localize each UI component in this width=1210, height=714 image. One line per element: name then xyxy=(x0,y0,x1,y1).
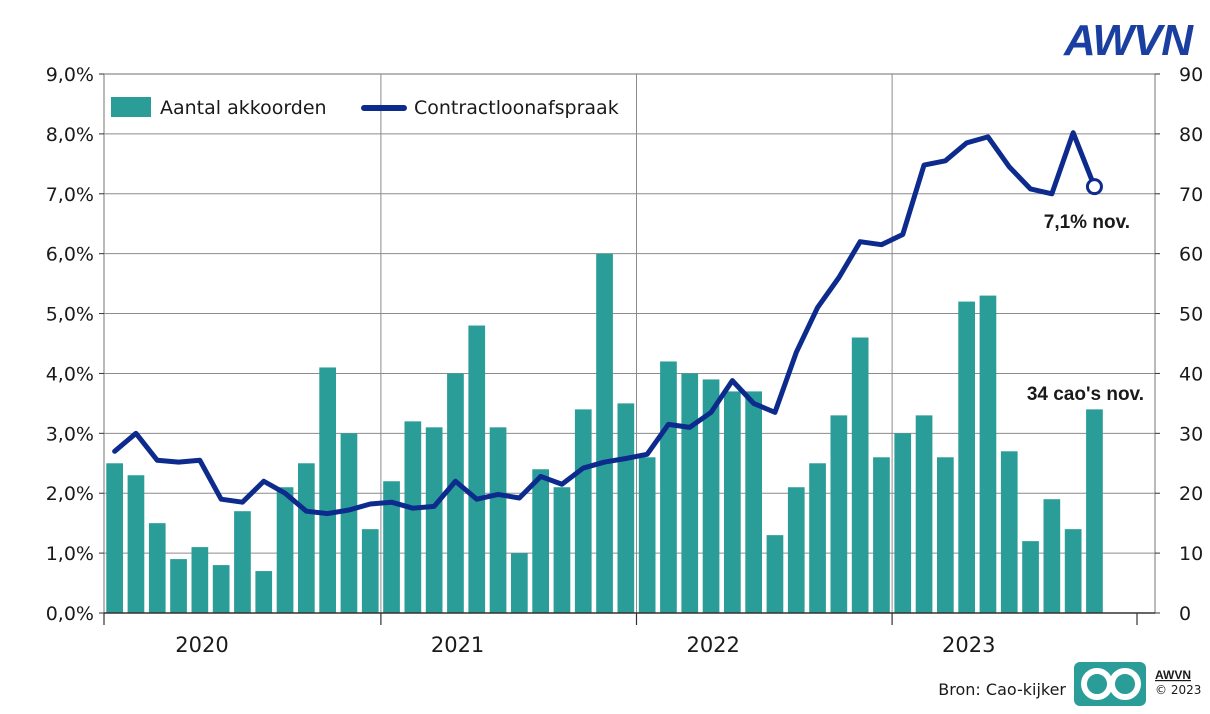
bar xyxy=(383,481,400,613)
bar xyxy=(532,469,549,613)
line-last-point xyxy=(1085,178,1103,196)
bar xyxy=(425,427,443,613)
left-tick-label: 9,0% xyxy=(46,64,94,86)
left-tick-label: 5,0% xyxy=(46,304,94,326)
cao-kijker-logo-icon xyxy=(1074,662,1146,706)
bar xyxy=(937,457,954,613)
bar xyxy=(596,253,613,613)
annotation-bars: 34 cao's nov. xyxy=(1027,384,1144,405)
bar xyxy=(361,529,379,613)
left-tick-label: 2,0% xyxy=(46,483,94,505)
bar xyxy=(1064,529,1082,613)
bar xyxy=(468,325,486,613)
bar xyxy=(1086,409,1103,613)
left-tick-label: 8,0% xyxy=(46,124,94,146)
year-label: 2023 xyxy=(942,633,995,657)
bar xyxy=(191,547,209,613)
bar xyxy=(745,391,762,613)
right-tick-label: 80 xyxy=(1179,124,1203,146)
left-tick-label: 6,0% xyxy=(46,244,94,266)
left-tick-label: 3,0% xyxy=(46,423,94,445)
bar xyxy=(511,553,528,613)
annotation-line: 7,1% nov. xyxy=(1044,212,1130,233)
bar xyxy=(276,487,294,613)
bar xyxy=(255,571,273,613)
bar xyxy=(212,565,230,613)
right-tick-label: 60 xyxy=(1179,244,1203,266)
bar xyxy=(660,361,677,613)
bar xyxy=(340,433,358,613)
bar xyxy=(958,301,975,613)
bar xyxy=(1000,451,1018,613)
awvn-logo: AWVN xyxy=(1063,16,1194,65)
legend-bar-swatch xyxy=(111,97,151,117)
bar xyxy=(702,379,720,613)
left-tick-label: 7,0% xyxy=(46,184,94,206)
bar xyxy=(830,415,848,613)
line-path xyxy=(112,130,1097,517)
bar xyxy=(851,337,869,613)
bar xyxy=(638,457,656,613)
legend-label-line: Contractloonafspraak xyxy=(414,97,619,119)
legend-label-bars: Aantal akkoorden xyxy=(160,97,327,119)
legend: Aantal akkoorden Contractloonafspraak xyxy=(111,97,619,119)
bar xyxy=(873,457,890,613)
bar xyxy=(724,391,741,613)
right-tick-label: 20 xyxy=(1179,483,1203,505)
bar xyxy=(766,535,784,613)
right-tick-label: 70 xyxy=(1179,184,1203,206)
left-tick-label: 4,0% xyxy=(46,363,94,385)
bar xyxy=(894,433,912,613)
awvn-small-logo: AWVN xyxy=(1155,668,1191,682)
bar xyxy=(106,463,123,613)
axes xyxy=(99,73,1160,625)
bar xyxy=(447,373,464,613)
bar xyxy=(915,415,933,613)
bar xyxy=(617,403,635,613)
right-tick-label: 90 xyxy=(1179,64,1203,86)
bar xyxy=(148,523,166,613)
bar xyxy=(298,463,315,613)
year-label: 2020 xyxy=(175,633,228,657)
line-series xyxy=(112,130,1103,517)
right-tick-label: 30 xyxy=(1179,423,1203,445)
bar xyxy=(787,487,805,613)
bar xyxy=(127,475,145,613)
bar xyxy=(574,409,592,613)
left-tick-label: 1,0% xyxy=(46,543,94,565)
bar xyxy=(809,463,826,613)
bar xyxy=(170,559,187,613)
tick-labels: 0,0% 1,0% 2,0% 3,0% 4,0% 5,0% 6,0% 7,0% 8,0% 9,0%… xyxy=(46,64,1203,657)
right-tick-label: 40 xyxy=(1179,363,1203,385)
year-label: 2021 xyxy=(431,633,484,657)
right-tick-label: 50 xyxy=(1179,304,1203,326)
bar xyxy=(979,295,997,613)
bar xyxy=(234,511,251,613)
bar xyxy=(553,487,571,613)
bar xyxy=(1043,499,1061,613)
year-label: 2022 xyxy=(686,633,739,657)
right-tick-label: 10 xyxy=(1179,543,1203,565)
bars xyxy=(106,253,1103,613)
source-label: Bron: Cao-kijker xyxy=(938,680,1066,699)
right-tick-label: 0 xyxy=(1179,603,1191,625)
bar xyxy=(404,421,422,613)
bar xyxy=(1022,541,1039,613)
copyright-label: © 2023 xyxy=(1155,683,1201,697)
bar xyxy=(681,373,699,613)
left-tick-label: 0,0% xyxy=(46,603,94,625)
bar xyxy=(489,427,507,613)
bar xyxy=(319,367,336,613)
